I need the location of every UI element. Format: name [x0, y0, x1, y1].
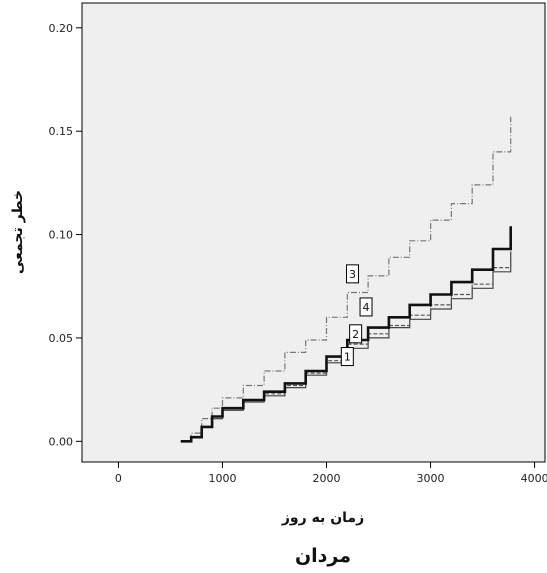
- series-label-box: [359, 297, 373, 317]
- plot-area: [81, 2, 546, 463]
- series-labels: 3 4 21: [340, 264, 373, 367]
- series-label-2: 2: [349, 324, 363, 344]
- x-tick-label: 2000: [313, 472, 341, 485]
- series-layer: [180, 116, 512, 443]
- series-label-1: 1: [340, 347, 354, 367]
- y-axis: 0.00 0.05 0.10 0.15 0.20: [49, 22, 82, 448]
- series-label-3: 3: [346, 264, 360, 284]
- series-label-box: [349, 324, 363, 344]
- y-tick-label: 0.15: [49, 125, 74, 138]
- y-tick-label: 0.05: [49, 332, 74, 345]
- y-tick-label: 0.00: [49, 435, 74, 448]
- x-tick-label: 1000: [208, 472, 236, 485]
- series-label-text: 1: [344, 351, 351, 364]
- y-tick-label: 0.20: [49, 22, 74, 35]
- x-tick-label: 0: [115, 472, 122, 485]
- x-tick-label: 4000: [521, 472, 547, 485]
- series-label-4: 4: [359, 297, 373, 317]
- x-axis-title: زمان به روز: [281, 510, 364, 526]
- y-tick-label: 0.10: [49, 229, 74, 242]
- x-axis: 0 1000 2000 3000 4000: [115, 462, 547, 485]
- x-tick-label: 3000: [417, 472, 445, 485]
- series-label-box: [340, 347, 354, 367]
- y-axis-title: خطر تجمعی: [10, 190, 26, 274]
- series-label-box: [346, 264, 360, 284]
- series-label-text: 4: [363, 301, 370, 314]
- series-label-text: 2: [352, 328, 359, 341]
- series-line-4: [180, 226, 512, 443]
- series-label-text: 3: [349, 268, 356, 281]
- series-line-3: [180, 116, 512, 442]
- chart-subtitle: مردان: [295, 545, 351, 567]
